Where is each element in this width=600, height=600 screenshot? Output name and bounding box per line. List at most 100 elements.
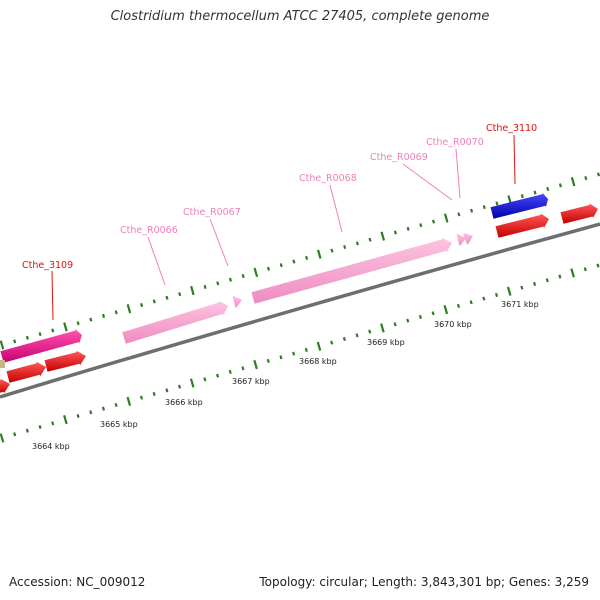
gene-label[interactable]: Cthe_3110 [486, 123, 537, 134]
lower-tick [456, 303, 461, 308]
upper-tick [343, 244, 347, 250]
gene-label-leader [147, 236, 166, 286]
lower-tick [228, 369, 232, 375]
upper-tick [216, 281, 220, 286]
upper-tick [584, 176, 588, 181]
gene-labels: Cthe_3109 Cthe_R0066 Cthe_R0067 Cthe_R0068 C… [22, 123, 537, 321]
lower-tick [279, 355, 283, 360]
upper-tick [101, 313, 106, 319]
lower-tick [431, 311, 435, 316]
kbp-label: 3667 kbp [232, 377, 270, 386]
map-title: Clostridium thermocellum ATCC 27405, com… [110, 9, 490, 24]
kbp-label: 3666 kbp [165, 398, 203, 407]
lower-tick [38, 424, 42, 430]
kbp-label: 3670 kbp [434, 320, 472, 329]
upper-tick [25, 335, 29, 340]
lower-tick [533, 281, 537, 286]
lower-tick [596, 263, 600, 268]
upper-tick [316, 249, 322, 259]
gene-label-leader [51, 270, 54, 321]
upper-tick [76, 321, 80, 326]
lower-tick [545, 278, 549, 283]
lower-tick [469, 300, 473, 305]
summary-text: Topology: circular; Length: 3,843,301 bp… [259, 575, 589, 589]
lower-tick [13, 432, 17, 437]
lower-tick [241, 366, 245, 371]
upper-tick [305, 255, 309, 260]
upper-tick [393, 230, 397, 235]
upper-tick [63, 322, 68, 332]
lower-tick [63, 415, 68, 425]
upper-tick [152, 299, 156, 304]
gene-label[interactable]: Cthe_R0069 [370, 152, 428, 163]
rna-cthe-r0068-arrow [251, 237, 452, 304]
upper-tick [443, 213, 449, 223]
kbp-label: 3669 kbp [367, 338, 405, 347]
lower-tick [506, 286, 512, 296]
lower-tick [494, 292, 499, 297]
gene-label[interactable]: Cthe_R0066 [120, 225, 178, 236]
lower-tick [89, 410, 93, 415]
gene-cthe-3110-arrow [490, 192, 548, 219]
upper-tick [355, 241, 359, 246]
lower-tick [443, 304, 449, 315]
upper-tick [266, 266, 271, 271]
lower-tick [126, 396, 132, 406]
gene-label-leader [329, 184, 343, 233]
kbp-label: 3671 kbp [501, 300, 539, 309]
lower-tick [25, 428, 29, 433]
lower-tick [316, 341, 322, 351]
cds-arrow [0, 378, 10, 394]
upper-tick [126, 304, 132, 314]
gene-cthe-3109-arrow [0, 329, 82, 363]
rna-cthe-r0066-arrow [122, 300, 228, 344]
lower-tick [101, 406, 105, 411]
upper-tick [330, 248, 334, 253]
upper-tick [419, 223, 423, 228]
gene-label[interactable]: Cthe_R0068 [299, 173, 357, 184]
upper-tick [228, 277, 232, 282]
lower-tick [330, 340, 334, 345]
cds-arrow [560, 203, 598, 224]
gene-label[interactable]: Cthe_3109 [22, 260, 73, 271]
lower-tick [266, 358, 270, 364]
lower-tick [342, 336, 346, 341]
gene-label-leader [513, 134, 516, 185]
upper-tick [38, 332, 42, 337]
kbp-label: 3668 kbp [299, 357, 337, 366]
gene-label[interactable]: Cthe_R0067 [183, 207, 241, 218]
lower-tick [570, 268, 575, 278]
gene-label[interactable]: Cthe_R0070 [426, 137, 484, 148]
upper-tick [203, 284, 207, 289]
upper-tick [482, 205, 486, 210]
upper-tick [431, 219, 436, 224]
upper-tick [140, 303, 144, 308]
lower-tick [368, 329, 372, 334]
upper-tick [470, 208, 474, 213]
lower-tick [203, 377, 207, 382]
lower-tick [355, 333, 359, 338]
rna-cthe-r0069-arrow [456, 233, 466, 247]
upper-tick [457, 212, 461, 217]
lower-tick [583, 267, 587, 272]
upper-tick [406, 226, 410, 231]
lower-tick [76, 413, 80, 419]
lower-tick [177, 384, 182, 389]
kbp-label: 3665 kbp [100, 420, 138, 429]
feature-track [0, 192, 598, 394]
lower-tick [114, 402, 118, 408]
upper-tick [241, 274, 245, 279]
upper-tick [114, 310, 118, 315]
upper-tick [51, 328, 55, 333]
upper-tick [178, 292, 182, 297]
lower-tick [253, 360, 258, 370]
upper-tick [13, 339, 17, 344]
lower-tick [51, 421, 55, 426]
upper-tick [89, 317, 93, 322]
upper-tick [596, 172, 600, 177]
upper-tick [380, 231, 386, 241]
feature-fragment [0, 360, 5, 368]
rna-cthe-r0070-arrow [463, 232, 473, 245]
upper-tick [0, 340, 5, 350]
